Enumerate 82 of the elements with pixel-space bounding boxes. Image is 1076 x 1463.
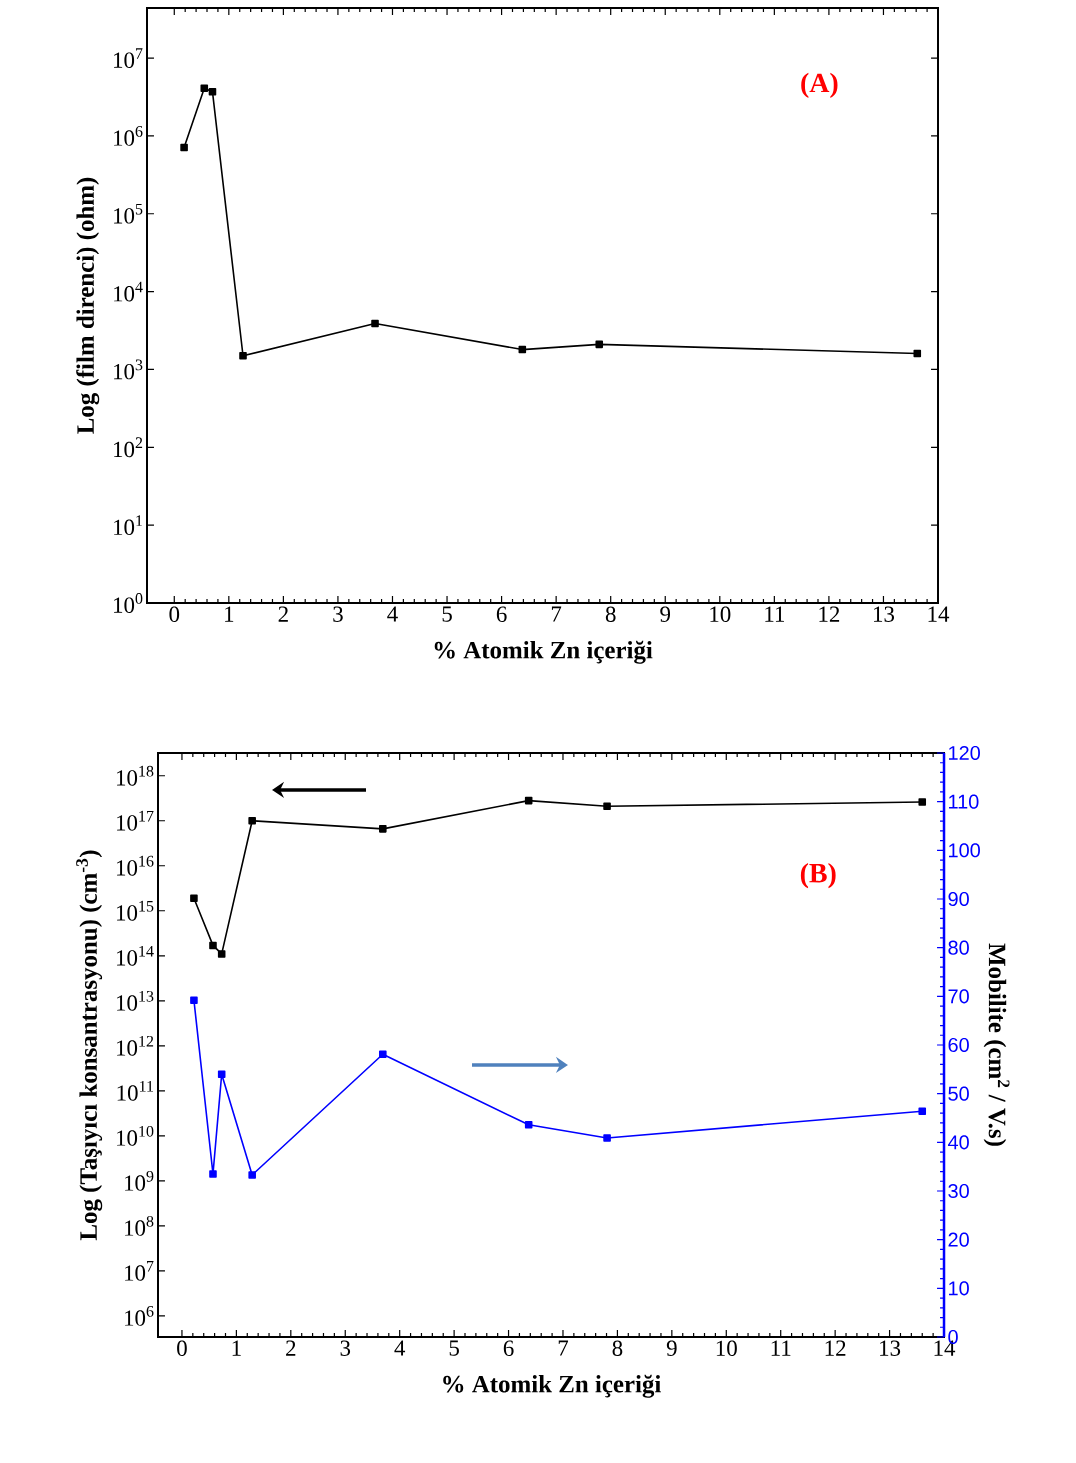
point <box>209 941 217 950</box>
y-tick-label: 10$^{11}$ <box>117 1080 154 1101</box>
point <box>239 351 247 360</box>
y2-tick-label: 20 <box>948 1232 969 1247</box>
x-tick-label: 4 <box>387 606 398 622</box>
y-tick-label: 10$^{2}$ <box>114 437 143 458</box>
y-tick-label: 10$^{8}$ <box>125 1215 154 1236</box>
y2-tick-label: 110 <box>949 794 979 809</box>
y-tick-label: 10$^{9}$ <box>125 1170 154 1191</box>
point <box>379 825 387 833</box>
y-tick-label: 10$^{7}$ <box>114 48 143 68</box>
x-tick-label: 3 <box>333 606 343 622</box>
x-tick-label: 10 <box>710 606 731 622</box>
y-tick-label: 10$^{6}$ <box>125 1305 154 1326</box>
point <box>180 143 188 152</box>
y2-tick-label: 70 <box>948 989 969 1004</box>
x-tick-label: 1 <box>225 606 234 622</box>
x-tick-label: 1 <box>232 1340 241 1356</box>
x-tick-label: 2 <box>286 1340 296 1356</box>
x-tick-label: 7 <box>551 606 562 622</box>
x-tick-label: 10 <box>716 1340 737 1356</box>
y-tick-label: 10$^{14}$ <box>117 945 154 966</box>
x-tick-label: 11 <box>765 606 785 622</box>
y2-tick-label: 100 <box>949 843 980 858</box>
x-tick-label: 11 <box>771 1340 791 1356</box>
x-axis-title: % Atomik Zn içeriği <box>443 1374 661 1398</box>
x-tick-label: 8 <box>605 606 616 622</box>
y-tick-label: 10$^{18}$ <box>117 765 154 786</box>
x-tick-label: 4 <box>394 1340 406 1356</box>
x-tick-label: 14 <box>928 606 950 622</box>
point <box>190 894 198 903</box>
point <box>603 802 611 811</box>
x-tick-label: 6 <box>496 606 507 622</box>
annotation: (A) <box>801 72 838 98</box>
point <box>200 84 209 92</box>
x-tick-label: 0 <box>169 606 180 622</box>
point <box>913 349 922 358</box>
x-tick-label: 2 <box>278 606 288 622</box>
x-tick-label: 9 <box>660 606 671 622</box>
point <box>918 798 927 806</box>
x-tick-label: 3 <box>340 1340 351 1356</box>
y2-tick-label: 40 <box>947 1135 969 1150</box>
y-tick-label: 10$^{16}$ <box>117 855 154 876</box>
x-tick-label: 8 <box>612 1340 623 1356</box>
y-tick-label: 10$^{3}$ <box>114 359 143 380</box>
y2-tick-label: 120 <box>949 745 980 761</box>
x-axis-title: % Atomik Zn içeriği <box>434 640 653 664</box>
y-tick-label: 10$^{12}$ <box>117 1035 154 1056</box>
point <box>595 340 604 349</box>
x-tick-label: 5 <box>449 1340 459 1356</box>
x-tick-label: 13 <box>874 606 895 622</box>
x-tick-label: 12 <box>825 1340 846 1356</box>
x-tick-label: 5 <box>442 606 452 622</box>
y2-axis-title: Mobilite (cm$^{2}$ / V.s) <box>983 943 1010 1146</box>
point <box>217 950 226 958</box>
x-tick-label: 6 <box>503 1340 514 1356</box>
y-axis-title: Log (film direnci) (ohm) <box>76 177 100 434</box>
y-tick-label: 10$^{17}$ <box>117 810 154 831</box>
y-tick-label: 10$^{7}$ <box>125 1261 154 1281</box>
y2-tick-label: 60 <box>948 1037 969 1053</box>
y-tick-label: 10$^{1}$ <box>114 515 143 536</box>
x-tick-label: 13 <box>880 1340 901 1356</box>
x-tick-label: 7 <box>558 1340 569 1356</box>
point <box>371 319 379 328</box>
y-tick-label: 10$^{10}$ <box>117 1125 154 1146</box>
point <box>248 816 256 825</box>
y2-tick-label: 30 <box>948 1183 969 1199</box>
y-tick-label: 10$^{5}$ <box>114 203 143 224</box>
y-tick-label: 10$^{4}$ <box>114 281 143 302</box>
y-tick-label: 10$^{13}$ <box>117 990 154 1011</box>
y2-tick-label: 10 <box>949 1281 969 1296</box>
x-tick-label: 9 <box>666 1340 677 1356</box>
y2-tick-label: 90 <box>948 891 969 907</box>
y-tick-label: 10$^{0}$ <box>114 593 143 613</box>
y-tick-label: 10$^{6}$ <box>114 125 143 146</box>
y-axis-title: Log (Taşıyıcı konsantrasyonu) (cm$^{-3}$) <box>76 850 103 1241</box>
x-tick-label: 0 <box>177 1340 187 1356</box>
y2-tick-label: 80 <box>948 940 969 955</box>
x-tick-label: 12 <box>819 606 840 622</box>
y-tick-label: 10$^{15}$ <box>117 900 154 921</box>
annotation: (B) <box>800 862 836 889</box>
y2-tick-label: 50 <box>948 1086 969 1101</box>
